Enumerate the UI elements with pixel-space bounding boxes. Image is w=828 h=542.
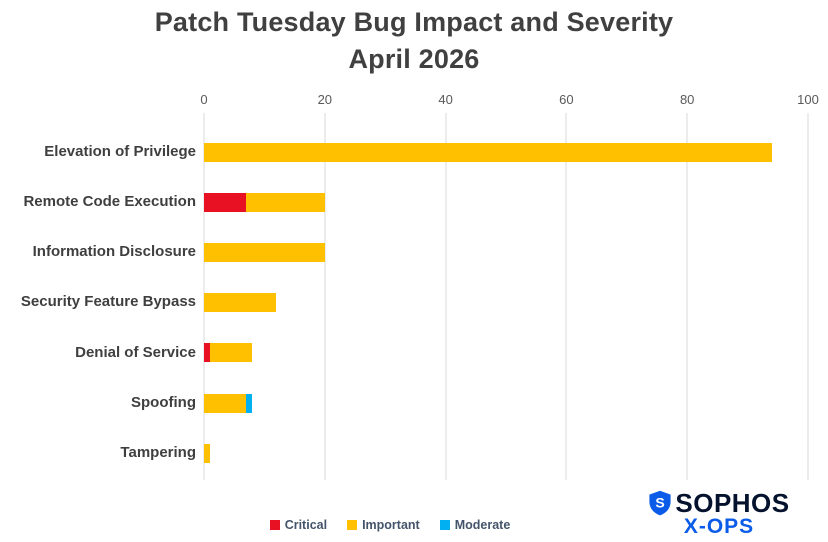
category-label: Security Feature Bypass xyxy=(20,293,196,311)
category-label: Denial of Service xyxy=(75,343,196,361)
bar-segment-important xyxy=(204,142,772,162)
x-tick-label: 80 xyxy=(679,92,695,107)
bar-segment-important xyxy=(246,192,325,212)
bar-segment-important xyxy=(204,443,211,463)
chart-title: Patch Tuesday Bug Impact and Severity xyxy=(154,7,674,37)
svg-text:S: S xyxy=(656,495,665,511)
legend-label: Critical xyxy=(284,518,328,532)
chart-row: Remote Code Execution xyxy=(0,177,808,227)
category-label: Remote Code Execution xyxy=(23,193,196,211)
bar-track xyxy=(204,142,808,162)
legend-label: Important xyxy=(362,518,420,532)
bar-segment-critical xyxy=(204,192,247,212)
category-label: Tampering xyxy=(120,443,196,461)
bar-track xyxy=(204,293,808,313)
x-axis-ticks: 0 20 40 60 80 100 xyxy=(200,92,818,108)
chart-title-block: Patch Tuesday Bug Impact and Severity Ap… xyxy=(0,4,828,78)
legend-swatch xyxy=(439,520,450,530)
bar-segment-moderate xyxy=(246,393,253,413)
chart-row: Elevation of Privilege xyxy=(0,127,808,177)
chart-subtitle: April 2026 xyxy=(348,44,480,74)
logo-brand-text: SOPHOS xyxy=(675,488,790,518)
chart-row: Tampering xyxy=(0,428,808,478)
bar-track xyxy=(204,242,808,262)
bar-segment-important xyxy=(204,293,277,313)
legend-swatch xyxy=(269,520,280,530)
bar-segment-important xyxy=(210,343,253,363)
bar-segment-critical xyxy=(204,343,211,363)
chart-row: Spoofing xyxy=(0,378,808,428)
category-label: Spoofing xyxy=(131,393,196,411)
category-label: Elevation of Privilege xyxy=(44,142,196,160)
legend-item-important: Important xyxy=(347,518,420,532)
chart-row: Security Feature Bypass xyxy=(0,278,808,328)
gridline xyxy=(807,113,809,480)
legend-item-critical: Critical xyxy=(269,518,328,532)
bar-segment-important xyxy=(204,393,247,413)
legend: Critical Important Moderate xyxy=(0,518,780,532)
logo-sub-text: X-OPS xyxy=(683,515,755,538)
bar-track xyxy=(204,393,808,413)
bar-rows: Elevation of Privilege Remote Code Execut… xyxy=(0,127,808,478)
x-tick-label: 40 xyxy=(438,92,453,107)
chart-row: Denial of Service xyxy=(0,328,808,378)
bar-segment-important xyxy=(204,242,325,262)
gridline xyxy=(445,113,447,480)
x-tick-label: 20 xyxy=(317,92,333,107)
x-tick-label: 0 xyxy=(200,92,208,107)
bar-track xyxy=(204,343,808,363)
x-tick-label: 60 xyxy=(559,92,574,107)
bar-track xyxy=(204,192,808,212)
chart-row: Information Disclosure xyxy=(0,227,808,277)
gridline xyxy=(565,113,567,480)
category-label: Information Disclosure xyxy=(32,243,196,261)
legend-item-moderate: Moderate xyxy=(439,518,511,532)
bar-track xyxy=(204,443,808,463)
sophos-xops-logo: S SOPHOS X-OPS xyxy=(624,490,814,538)
sophos-shield-icon: S xyxy=(649,490,671,516)
gridline xyxy=(686,113,688,480)
legend-swatch xyxy=(347,520,358,530)
legend-label: Moderate xyxy=(454,518,511,532)
x-tick-label: 100 xyxy=(797,92,819,107)
gridline xyxy=(324,113,326,480)
